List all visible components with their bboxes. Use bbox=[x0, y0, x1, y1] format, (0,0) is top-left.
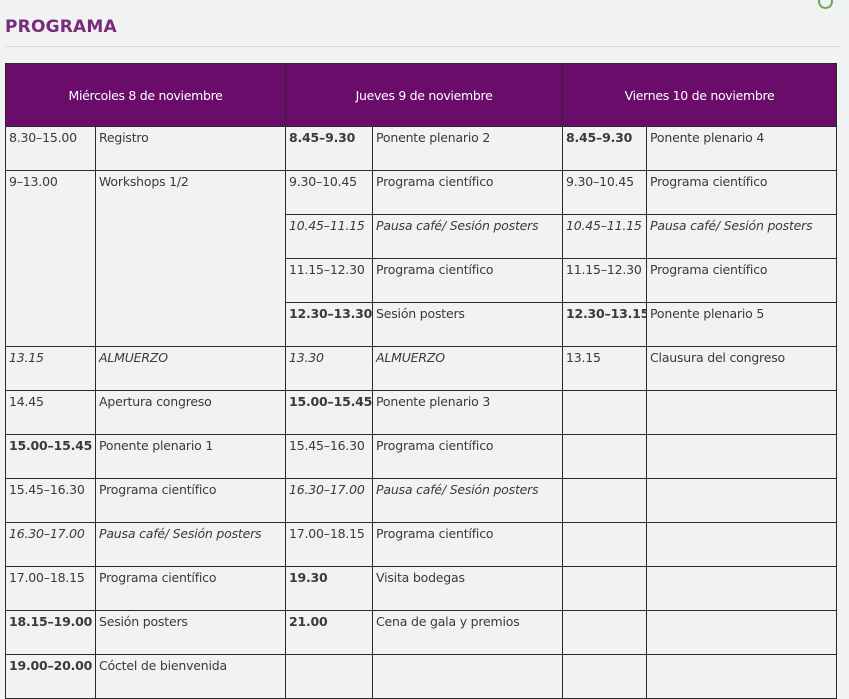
fri-event: Programa científico bbox=[646, 170, 838, 215]
thu-time: 10.45–11.15 bbox=[285, 214, 374, 259]
title-divider bbox=[5, 46, 839, 47]
thu-event: Ponente plenario 2 bbox=[372, 126, 564, 171]
fri-event: Clausura del congreso bbox=[646, 346, 838, 391]
fri-time: 11.15–12.30 bbox=[562, 258, 648, 303]
table-row: 9–13.00 Workshops 1/2 9.30–10.45 Program… bbox=[5, 170, 838, 347]
thu-time: 11.15–12.30 bbox=[285, 258, 374, 303]
wed-event: Registro bbox=[94, 126, 287, 171]
day-header-thursday: Jueves 9 de noviembre bbox=[285, 63, 564, 127]
thu-empty bbox=[372, 654, 564, 699]
table-row: 17.00–18.15 Programa científico 19.30 Vi… bbox=[5, 566, 838, 611]
wed-time: 15.45–16.30 bbox=[5, 478, 96, 523]
fri-empty bbox=[562, 390, 648, 435]
wed-event: Cóctel de bienvenida bbox=[94, 654, 287, 699]
fri-empty bbox=[562, 566, 648, 611]
wed-time: 14.45 bbox=[5, 390, 96, 435]
thu-empty bbox=[285, 654, 374, 699]
table-row: 18.15–19.00 Sesión posters 21.00 Cena de… bbox=[5, 610, 838, 655]
table-row: 16.30–17.00 Pausa café/ Sesión posters 1… bbox=[5, 522, 838, 567]
wed-event: Sesión posters bbox=[94, 610, 287, 655]
program-table: Miércoles 8 de noviembre Jueves 9 de nov… bbox=[4, 63, 838, 699]
thu-event: ALMUERZO bbox=[372, 346, 564, 391]
thu-event: Programa científico bbox=[372, 170, 564, 215]
table-row: 19.00–20.00 Cóctel de bienvenida bbox=[5, 654, 838, 699]
thu-time: 21.00 bbox=[285, 610, 374, 655]
table-row: 12.30–13.30 Sesión posters 12.30–13.15 P… bbox=[6, 302, 838, 347]
thu-event: Programa científico bbox=[372, 522, 564, 567]
fri-event: Ponente plenario 4 bbox=[646, 126, 838, 171]
thu-event: Pausa café/ Sesión posters bbox=[372, 478, 564, 523]
fri-time: 13.15 bbox=[562, 346, 648, 391]
thu-event: Cena de gala y premios bbox=[372, 610, 564, 655]
thu-time: 16.30–17.00 bbox=[285, 478, 374, 523]
fri-empty bbox=[646, 566, 838, 611]
thu-event: Visita bodegas bbox=[372, 566, 564, 611]
fri-time: 8.45–9.30 bbox=[562, 126, 648, 171]
table-row: 15.45–16.30 Programa científico 16.30–17… bbox=[5, 478, 838, 523]
wed-time: 18.15–19.00 bbox=[5, 610, 96, 655]
fri-empty bbox=[562, 434, 648, 479]
wed-time: 19.00–20.00 bbox=[5, 654, 96, 699]
fri-empty bbox=[646, 390, 838, 435]
table-row: 8.30–15.00 Registro 8.45–9.30 Ponente pl… bbox=[5, 126, 838, 171]
table-header-row: Miércoles 8 de noviembre Jueves 9 de nov… bbox=[4, 63, 838, 127]
fri-empty bbox=[562, 522, 648, 567]
fri-time: 9.30–10.45 bbox=[562, 170, 648, 215]
wed-event: Ponente plenario 1 bbox=[94, 434, 287, 479]
day-header-friday: Viernes 10 de noviembre bbox=[562, 63, 838, 127]
thu-time: 13.30 bbox=[285, 346, 374, 391]
fri-time: 10.45–11.15 bbox=[562, 214, 648, 259]
wed-time: 9–13.00 bbox=[5, 170, 96, 347]
fri-empty bbox=[562, 610, 648, 655]
thu-event: Sesión posters bbox=[372, 302, 564, 347]
thu-event: Pausa café/ Sesión posters bbox=[372, 214, 564, 259]
thu-event: Ponente plenario 3 bbox=[372, 390, 564, 435]
table-row: 11.15–12.30 Programa científico 11.15–12… bbox=[6, 258, 838, 303]
fri-event: Pausa café/ Sesión posters bbox=[646, 214, 838, 259]
fri-time: 12.30–13.15 bbox=[562, 302, 648, 347]
wed-time: 16.30–17.00 bbox=[5, 522, 96, 567]
fri-event: Ponente plenario 5 bbox=[646, 302, 838, 347]
wed-time: 13.15 bbox=[5, 346, 96, 391]
wed-event: Programa científico bbox=[94, 478, 287, 523]
fri-event: Programa científico bbox=[646, 258, 838, 303]
wed-event: ALMUERZO bbox=[94, 346, 287, 391]
thu-event: Programa científico bbox=[372, 434, 564, 479]
table-row: 14.45 Apertura congreso 15.00–15.45 Pone… bbox=[5, 390, 838, 435]
wed-time: 8.30–15.00 bbox=[5, 126, 96, 171]
wed-event: Workshops 1/2 bbox=[94, 170, 287, 347]
table-row: 15.00–15.45 Ponente plenario 1 15.45–16.… bbox=[5, 434, 838, 479]
fri-empty bbox=[562, 478, 648, 523]
wed-event: Apertura congreso bbox=[94, 390, 287, 435]
thu-time: 17.00–18.15 bbox=[285, 522, 374, 567]
fri-empty bbox=[646, 654, 838, 699]
fri-empty bbox=[646, 610, 838, 655]
wed-time: 15.00–15.45 bbox=[5, 434, 96, 479]
thu-time: 15.00–15.45 bbox=[285, 390, 374, 435]
thu-event: Programa científico bbox=[372, 258, 564, 303]
fri-empty bbox=[646, 478, 838, 523]
thu-time: 19.30 bbox=[285, 566, 374, 611]
wed-event: Programa científico bbox=[94, 566, 287, 611]
table-row: 10.45–11.15 Pausa café/ Sesión posters 1… bbox=[6, 214, 838, 259]
fri-empty bbox=[646, 434, 838, 479]
wed-time: 17.00–18.15 bbox=[5, 566, 96, 611]
wed-event: Pausa café/ Sesión posters bbox=[94, 522, 287, 567]
thu-time: 8.45–9.30 bbox=[285, 126, 374, 171]
table-row: 13.15 ALMUERZO 13.30 ALMUERZO 13.15 Clau… bbox=[5, 346, 838, 391]
thu-time: 9.30–10.45 bbox=[285, 170, 374, 215]
status-icon bbox=[818, 0, 833, 9]
day-header-wednesday: Miércoles 8 de noviembre bbox=[4, 63, 287, 127]
page-title: PROGRAMA bbox=[5, 17, 117, 37]
thu-time: 12.30–13.30 bbox=[285, 302, 374, 347]
fri-empty bbox=[562, 654, 648, 699]
fri-empty bbox=[646, 522, 838, 567]
thu-time: 15.45–16.30 bbox=[285, 434, 374, 479]
